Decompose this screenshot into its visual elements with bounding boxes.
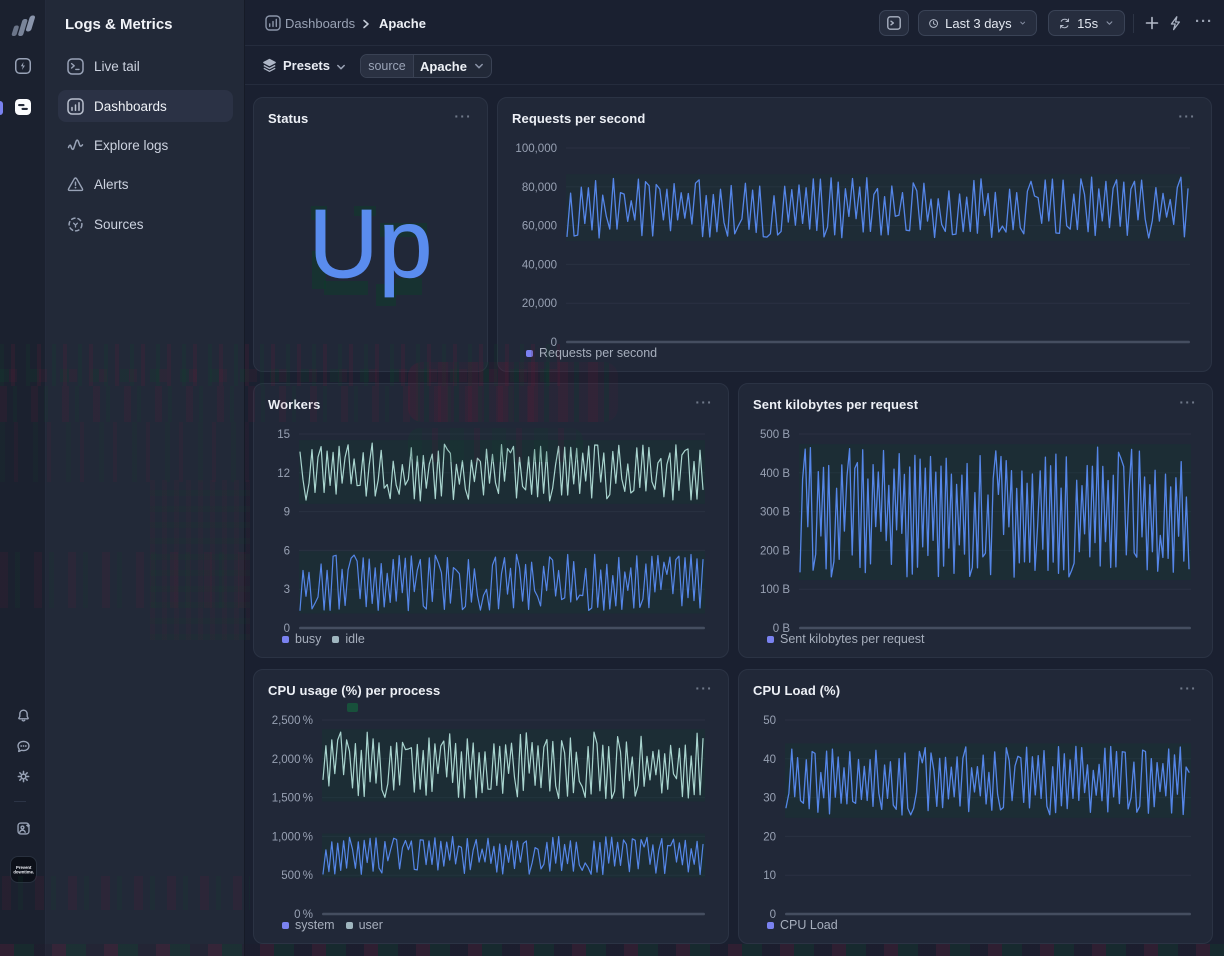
svg-text:15: 15 <box>277 429 290 441</box>
svg-text:60,000: 60,000 <box>522 221 557 233</box>
svg-text:0: 0 <box>551 337 557 349</box>
svg-text:50: 50 <box>763 715 776 727</box>
svg-text:1,000 %: 1,000 % <box>272 831 313 843</box>
svg-text:200 B: 200 B <box>760 545 790 557</box>
svg-text:20,000: 20,000 <box>522 298 557 310</box>
svg-text:100 B: 100 B <box>760 584 790 596</box>
svg-text:0 B: 0 B <box>773 623 791 635</box>
svg-text:500 %: 500 % <box>281 870 313 882</box>
svg-text:40,000: 40,000 <box>522 259 557 271</box>
svg-text:6: 6 <box>284 545 290 557</box>
svg-text:300 B: 300 B <box>760 507 790 519</box>
svg-text:400 B: 400 B <box>760 468 790 480</box>
svg-text:20: 20 <box>763 831 776 843</box>
svg-text:3: 3 <box>284 584 290 596</box>
svg-text:0: 0 <box>284 623 290 635</box>
svg-text:80,000: 80,000 <box>522 182 557 194</box>
svg-text:12: 12 <box>277 468 290 480</box>
svg-text:2,000 %: 2,000 % <box>272 754 313 766</box>
svg-text:0 %: 0 % <box>294 909 313 921</box>
svg-text:10: 10 <box>763 870 776 882</box>
svg-text:40: 40 <box>763 754 776 766</box>
svg-text:2,500 %: 2,500 % <box>272 715 313 727</box>
svg-text:9: 9 <box>284 507 290 519</box>
svg-text:100,000: 100,000 <box>515 143 557 155</box>
svg-text:30: 30 <box>763 793 776 805</box>
svg-text:1,500 %: 1,500 % <box>272 793 313 805</box>
svg-text:500 B: 500 B <box>760 429 790 441</box>
svg-text:0: 0 <box>770 909 776 921</box>
